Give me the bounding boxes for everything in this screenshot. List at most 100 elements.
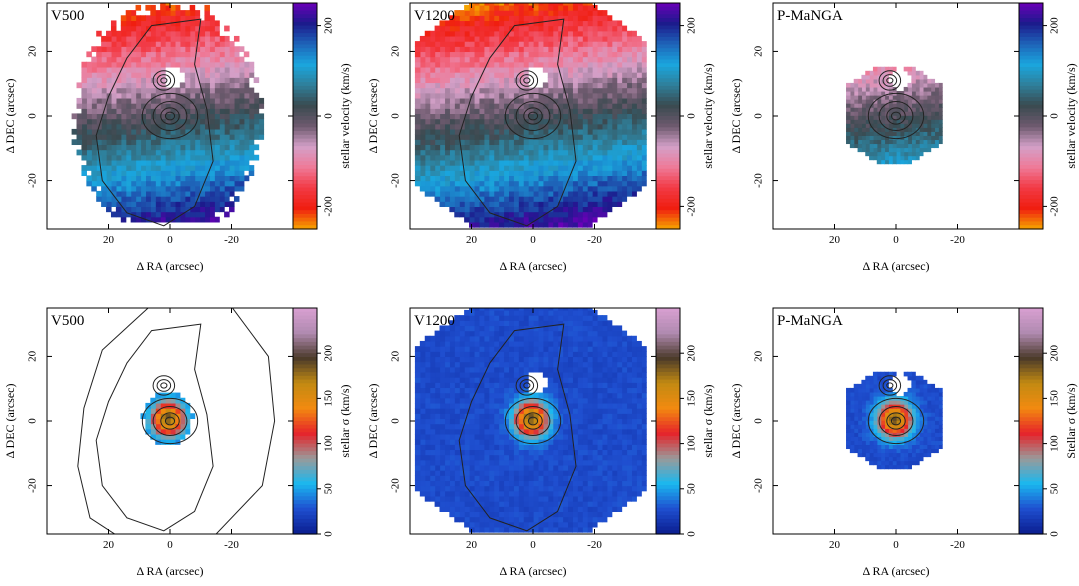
- colorbar-tick-label: -200: [686, 196, 698, 217]
- colorbar-segment: [656, 149, 680, 155]
- colorbar-segment: [656, 323, 680, 328]
- contour-star: [886, 77, 894, 84]
- colorbar-label: stellar velocity (km/s): [1064, 63, 1078, 168]
- colorbar-segment: [1019, 308, 1043, 313]
- colorbar-segment: [293, 330, 317, 335]
- colorbar-segment: [656, 356, 680, 362]
- isophote-contours: [867, 70, 925, 140]
- colorbar-segment: [1019, 360, 1043, 366]
- y-axis-label: Δ DEC (arcsec): [729, 78, 743, 153]
- colorbar-segment: [293, 436, 317, 441]
- colorbar-segment: [293, 488, 317, 494]
- colorbar-segment: [656, 458, 680, 464]
- colorbar-segment: [656, 500, 680, 505]
- colorbar-segment: [1019, 10, 1043, 15]
- colorbar-label: Stellar σ (km/s): [1064, 383, 1078, 458]
- colorbar-segment: [1019, 123, 1043, 128]
- colorbar-segment: [293, 372, 317, 377]
- contour-core: [141, 397, 199, 445]
- colorbar-segment: [1019, 210, 1043, 215]
- y-tick-label: 0: [27, 113, 39, 119]
- colorbar-segment: [656, 402, 680, 407]
- colorbar-segment: [293, 432, 317, 437]
- y-tick-label: 20: [390, 350, 402, 362]
- colorbar-segment: [656, 180, 680, 185]
- colorbar-segment: [293, 402, 317, 407]
- x-tick-label: -20: [587, 234, 602, 246]
- colorbar-segment: [656, 206, 680, 211]
- colorbar-segment: [1019, 436, 1043, 441]
- colorbar-segment: [656, 515, 680, 520]
- axes: 20 0 -20 20 0 -20 Δ RA (arcsec) Δ DEC (arcsec) V…: [366, 2, 657, 273]
- colorbar-segment: [1019, 198, 1043, 204]
- colorbar-segment: [1019, 466, 1043, 471]
- contour-core: [867, 397, 925, 445]
- contour-core: [515, 100, 551, 132]
- colorbar-segment: [293, 25, 317, 30]
- contour-star: [152, 70, 176, 91]
- colorbar-segment: [293, 168, 317, 174]
- colorbar-segment: [293, 213, 317, 219]
- colorbar-segment: [656, 44, 680, 49]
- colorbar-segment: [656, 142, 680, 147]
- contour-core: [160, 412, 180, 430]
- colorbar-segment: [1019, 127, 1043, 132]
- colorbar-segment: [293, 82, 317, 87]
- colorbar-segment: [293, 183, 317, 189]
- colorbar-segment: [293, 142, 317, 147]
- x-tick-label: 20: [466, 539, 478, 551]
- y-tick-label: -20: [390, 173, 402, 188]
- colorbar-segment: [1019, 428, 1043, 433]
- colorbar-segment: [656, 492, 680, 497]
- colorbar-segment: [656, 432, 680, 437]
- panel-label: P-MaNGA: [777, 313, 843, 329]
- colorbar-segment: [1019, 59, 1043, 64]
- colorbar: -200 0 200 stellar velocity (km/s): [655, 2, 715, 230]
- colorbar-segment: [656, 526, 680, 531]
- colorbar-segment: [656, 383, 680, 388]
- colorbar-segment: [293, 341, 317, 347]
- contour-star: [519, 379, 535, 392]
- colorbar-segment: [656, 225, 680, 230]
- isophote-contours: [458, 18, 577, 227]
- colorbar-segment: [1019, 364, 1043, 369]
- spaxel-pixels: [414, 3, 647, 228]
- x-tick-label: 20: [103, 539, 115, 551]
- colorbar-segment: [293, 353, 317, 358]
- colorbar-segment: [293, 55, 317, 61]
- y-tick-label: -20: [27, 173, 39, 188]
- colorbar-segment: [1019, 469, 1043, 475]
- colorbar-segment: [293, 315, 317, 320]
- map-area: [77, 308, 276, 534]
- colorbar-segment: [656, 488, 680, 494]
- colorbar-segment: [656, 360, 680, 366]
- colorbar-segment: [293, 349, 317, 354]
- colorbar-segment: [1019, 108, 1043, 113]
- colorbar-segment: [293, 323, 317, 328]
- colorbar-segment: [656, 210, 680, 215]
- colorbar-segment: [293, 63, 317, 68]
- colorbar-segment: [656, 195, 680, 200]
- colorbar-segment: [656, 97, 680, 102]
- colorbar-segment: [293, 97, 317, 102]
- colorbar-segment: [1019, 100, 1043, 106]
- colorbar-segment: [293, 458, 317, 464]
- colorbar-segment: [293, 398, 317, 403]
- map-area: [71, 3, 265, 227]
- colorbar-segment: [293, 428, 317, 433]
- y-tick-label: 20: [753, 350, 765, 362]
- colorbar-segment: [656, 116, 680, 121]
- axes: 20 0 -20 20 0 -20 Δ RA (arcsec) Δ DEC (arcsec) P…: [729, 2, 1020, 273]
- x-tick-label: 0: [530, 539, 536, 551]
- isophote-contours: [77, 308, 276, 534]
- colorbar-segment: [656, 161, 680, 166]
- colorbar-segment: [293, 104, 317, 110]
- colorbar-segment: [656, 417, 680, 422]
- contour-star: [160, 77, 168, 84]
- x-axis-label: Δ RA (arcsec): [862, 564, 929, 578]
- contour-core: [890, 111, 902, 121]
- colorbar-segment: [293, 492, 317, 497]
- colorbar-tick-label: 0: [323, 531, 335, 537]
- colorbar-tick-label: 100: [323, 435, 335, 452]
